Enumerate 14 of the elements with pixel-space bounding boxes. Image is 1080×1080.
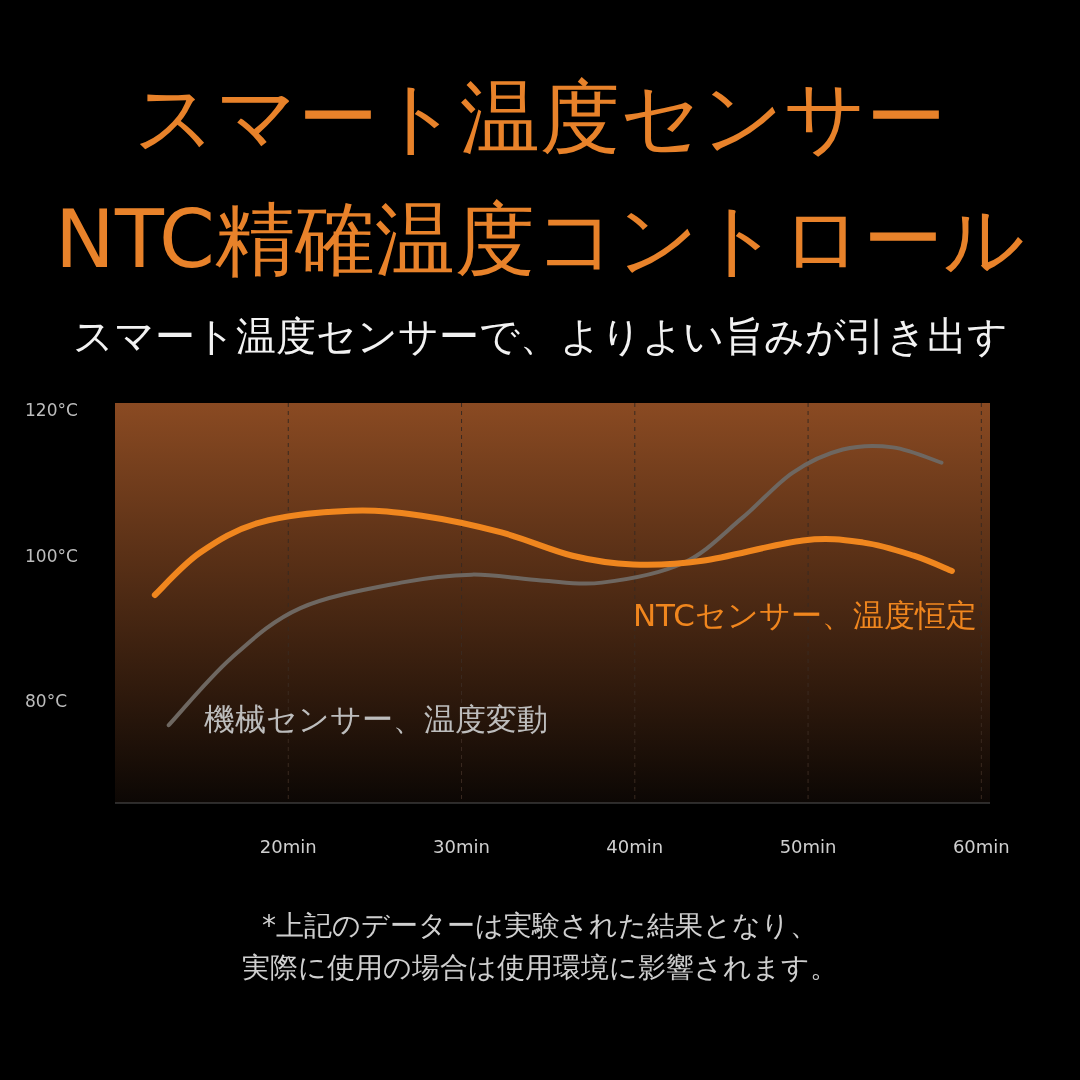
x-tick-label: 30min (433, 836, 490, 857)
x-tick-label: 20min (259, 836, 317, 857)
x-tick-label: 60min (952, 836, 1010, 857)
x-tick-label: 50min (779, 836, 837, 857)
y-tick-label: 100°C (25, 545, 78, 566)
x-tick-label: 40min (606, 836, 664, 857)
text: *上記のデーターは実験された結果となり、 (262, 909, 818, 942)
y-tick-label: 80°C (25, 691, 68, 712)
chart-subtitle: スマート温度センサーで、よりよい旨みが引き出す (72, 313, 1008, 359)
text: 実際に使用の場合は使用環境に影響されます。 (242, 951, 838, 984)
y-tick-label: 120°C (25, 400, 78, 421)
chart-title: スマート温度センサー NTC精確温度コントロール (55, 71, 1025, 286)
series-label: 機械センサー、温度変動 (203, 701, 548, 738)
series-label: NTCセンサー、温度恒定 (632, 597, 977, 633)
